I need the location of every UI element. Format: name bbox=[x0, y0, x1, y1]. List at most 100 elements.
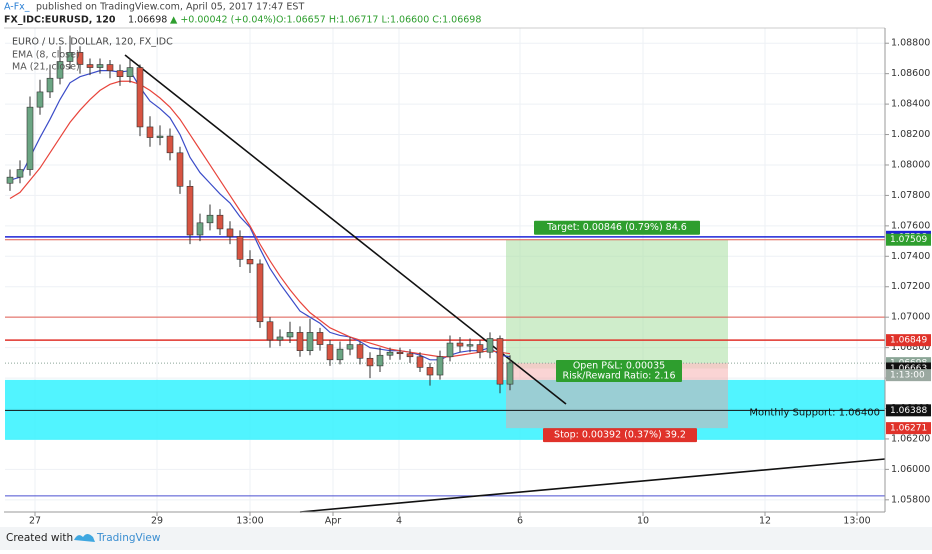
candle-body bbox=[6, 176, 14, 184]
candle-body bbox=[316, 332, 324, 345]
candle-body bbox=[396, 351, 404, 355]
candle-body bbox=[96, 64, 104, 68]
candle-body bbox=[416, 356, 424, 368]
x-tick-label: 10 bbox=[637, 516, 649, 527]
y-tick-label: 1.08000 bbox=[891, 159, 930, 170]
y-tick-label: 1.06800 bbox=[891, 342, 930, 353]
y-tick-label: 1.05800 bbox=[891, 494, 930, 505]
x-tick-label: 27 bbox=[29, 516, 41, 527]
y-tick-label: 1.08600 bbox=[891, 68, 930, 79]
candle-body bbox=[126, 67, 134, 78]
candle-body bbox=[186, 185, 194, 236]
author: A-Fx_ bbox=[4, 2, 30, 13]
price-badge-label: 1.06663 bbox=[890, 364, 927, 374]
candle-body bbox=[386, 351, 394, 356]
candle-body bbox=[26, 106, 34, 170]
candle-body bbox=[116, 70, 124, 78]
candle-body bbox=[446, 342, 454, 358]
footer-logo bbox=[74, 534, 95, 542]
pnl-label: Open P&L: 0.00035 bbox=[573, 361, 665, 372]
x-tick-label: 6 bbox=[517, 516, 523, 527]
candle-body bbox=[136, 67, 144, 128]
ma-line bbox=[9, 80, 511, 358]
y-tick-label: 1.08400 bbox=[891, 99, 930, 110]
legend-entry: MA (21, close) bbox=[12, 62, 80, 73]
candle-body bbox=[176, 152, 184, 187]
candle-body bbox=[486, 338, 494, 353]
candle-body bbox=[336, 348, 344, 361]
candle-body bbox=[36, 91, 44, 108]
candle-body bbox=[366, 357, 374, 367]
trendline bbox=[299, 458, 886, 513]
price-badge-label: 1.07509 bbox=[890, 235, 927, 245]
candle-body bbox=[306, 332, 314, 351]
candle-body bbox=[76, 52, 84, 65]
candle-body bbox=[346, 344, 354, 350]
annotation: Monthly Support: 1.06400 bbox=[749, 408, 880, 419]
candle-body bbox=[166, 135, 174, 154]
candle-body bbox=[456, 342, 464, 347]
price-badge bbox=[886, 404, 931, 417]
chart-title: EURO / U.S. DOLLAR, 120, FX_IDC bbox=[12, 37, 173, 48]
pnl-box bbox=[556, 360, 682, 382]
x-tick-label: 13:00 bbox=[236, 516, 263, 527]
x-tick-label: 29 bbox=[151, 516, 163, 527]
y-tick-label: 1.07000 bbox=[891, 312, 930, 323]
x-tick-label: 4 bbox=[396, 516, 402, 527]
candle-body bbox=[46, 77, 54, 93]
plot: Target: 0.00846 (0.79%) 84.6 Open P&L: 0.… bbox=[5, 28, 886, 513]
candle-body bbox=[246, 259, 254, 265]
candle-body bbox=[476, 344, 484, 353]
change: ▲ +0.00042 (+0.04%) bbox=[170, 15, 276, 26]
candle-body bbox=[106, 64, 114, 71]
published: published on TradingView.com, April 05, … bbox=[36, 2, 304, 13]
footer-bar bbox=[0, 527, 932, 550]
candle-body bbox=[326, 344, 334, 361]
target-area bbox=[506, 239, 728, 369]
candle-body bbox=[436, 356, 444, 376]
candle-body bbox=[226, 228, 234, 237]
y-tick-label: 1.07800 bbox=[891, 190, 930, 201]
candle-body bbox=[426, 367, 434, 376]
candle-body bbox=[216, 214, 224, 230]
candle-body bbox=[496, 338, 504, 385]
footer-brand: TradingView bbox=[96, 532, 161, 544]
candle-body bbox=[56, 61, 64, 79]
candle-body bbox=[146, 126, 154, 138]
candle-body bbox=[66, 52, 74, 62]
price-badge-label: 1.06849 bbox=[890, 336, 927, 346]
footer-created: Created with bbox=[6, 532, 73, 544]
ma-line bbox=[9, 69, 511, 361]
y-tick-label: 1.07200 bbox=[891, 281, 930, 292]
y-tick-label: 1.06200 bbox=[891, 433, 930, 444]
candle-body bbox=[86, 64, 94, 68]
rr-label: Risk/Reward Ratio: 2.16 bbox=[562, 371, 675, 382]
y-tick-label: 1.06000 bbox=[891, 464, 930, 475]
symbol: FX_IDC:EURUSD, 120 bbox=[4, 15, 116, 26]
candle-body bbox=[356, 344, 364, 359]
y-tick-label: 1.07600 bbox=[891, 220, 930, 231]
legend-entry: EMA (8, close) bbox=[12, 50, 80, 61]
price-badge bbox=[886, 422, 931, 435]
target-label-bg bbox=[534, 220, 700, 235]
countdown: 1:13:00 bbox=[890, 371, 925, 381]
price-badge-label: 1.06271 bbox=[890, 424, 927, 434]
candle-body bbox=[266, 321, 274, 341]
candle-body bbox=[296, 332, 304, 351]
stop-label-bg bbox=[543, 428, 697, 443]
y-tick-label: 1.07400 bbox=[891, 251, 930, 262]
candle-body bbox=[16, 169, 24, 178]
x-tick-label: 13:00 bbox=[843, 516, 870, 527]
candle-body bbox=[196, 222, 204, 236]
x-tick-label: 12 bbox=[759, 516, 771, 527]
candle-body bbox=[236, 236, 244, 260]
candle-body bbox=[466, 344, 474, 347]
y-tick-label: 1.08800 bbox=[891, 38, 930, 49]
candle-body bbox=[156, 135, 164, 138]
ohlc: O:1.06657 H:1.06717 L:1.06600 C:1.06698 bbox=[276, 15, 481, 26]
countdown-badge bbox=[886, 369, 931, 382]
candle-body bbox=[276, 336, 284, 341]
candle-body bbox=[286, 332, 294, 338]
